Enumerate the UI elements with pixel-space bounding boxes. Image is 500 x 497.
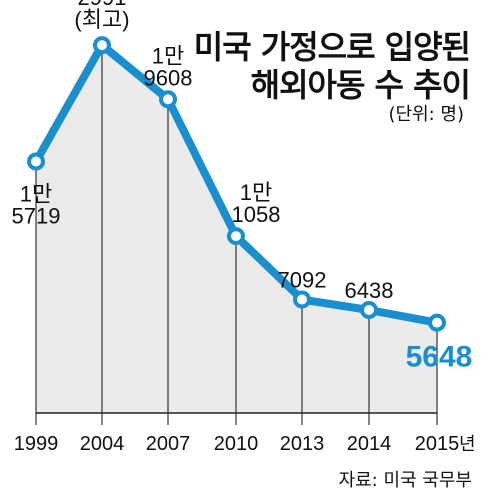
- x-tick-label: 1999: [14, 433, 59, 455]
- data-label: 9608: [144, 65, 193, 90]
- data-label: 1만: [240, 180, 272, 205]
- data-label: 7092: [278, 268, 327, 293]
- unit-label: (단위: 명): [388, 104, 464, 125]
- data-label: 1058: [232, 202, 281, 227]
- data-label: 2991: [78, 0, 127, 10]
- source-label: 자료: 미국 국무부: [338, 470, 472, 491]
- x-tick-label: 2013: [280, 433, 325, 455]
- data-point: [360, 300, 378, 319]
- data-label: 1만: [20, 181, 52, 206]
- data-label-highlight: 5648: [406, 341, 473, 374]
- data-point: [293, 290, 311, 309]
- data-label: (최고): [74, 7, 129, 32]
- data-point: [159, 90, 177, 109]
- x-tick-label: 2015: [415, 433, 460, 455]
- data-point: [93, 36, 111, 55]
- data-label: 5719: [12, 203, 61, 228]
- chart-title-line-1: 미국 가정으로 입양된: [193, 28, 471, 66]
- data-label: 1만: [152, 43, 184, 68]
- x-tick-label: 2007: [146, 433, 191, 455]
- data-point: [428, 313, 446, 332]
- x-tick-label: 2010: [214, 433, 259, 455]
- data-point: [227, 227, 245, 246]
- data-label: 6438: [345, 278, 394, 303]
- data-point: [27, 152, 45, 171]
- x-tick-label: 2014: [347, 433, 392, 455]
- x-unit-suffix: 년: [459, 434, 476, 455]
- chart-area-fill: [36, 45, 437, 413]
- chart-title-line-2: 해외아동 수 추이: [250, 66, 471, 104]
- x-tick-label: 2004: [80, 433, 125, 455]
